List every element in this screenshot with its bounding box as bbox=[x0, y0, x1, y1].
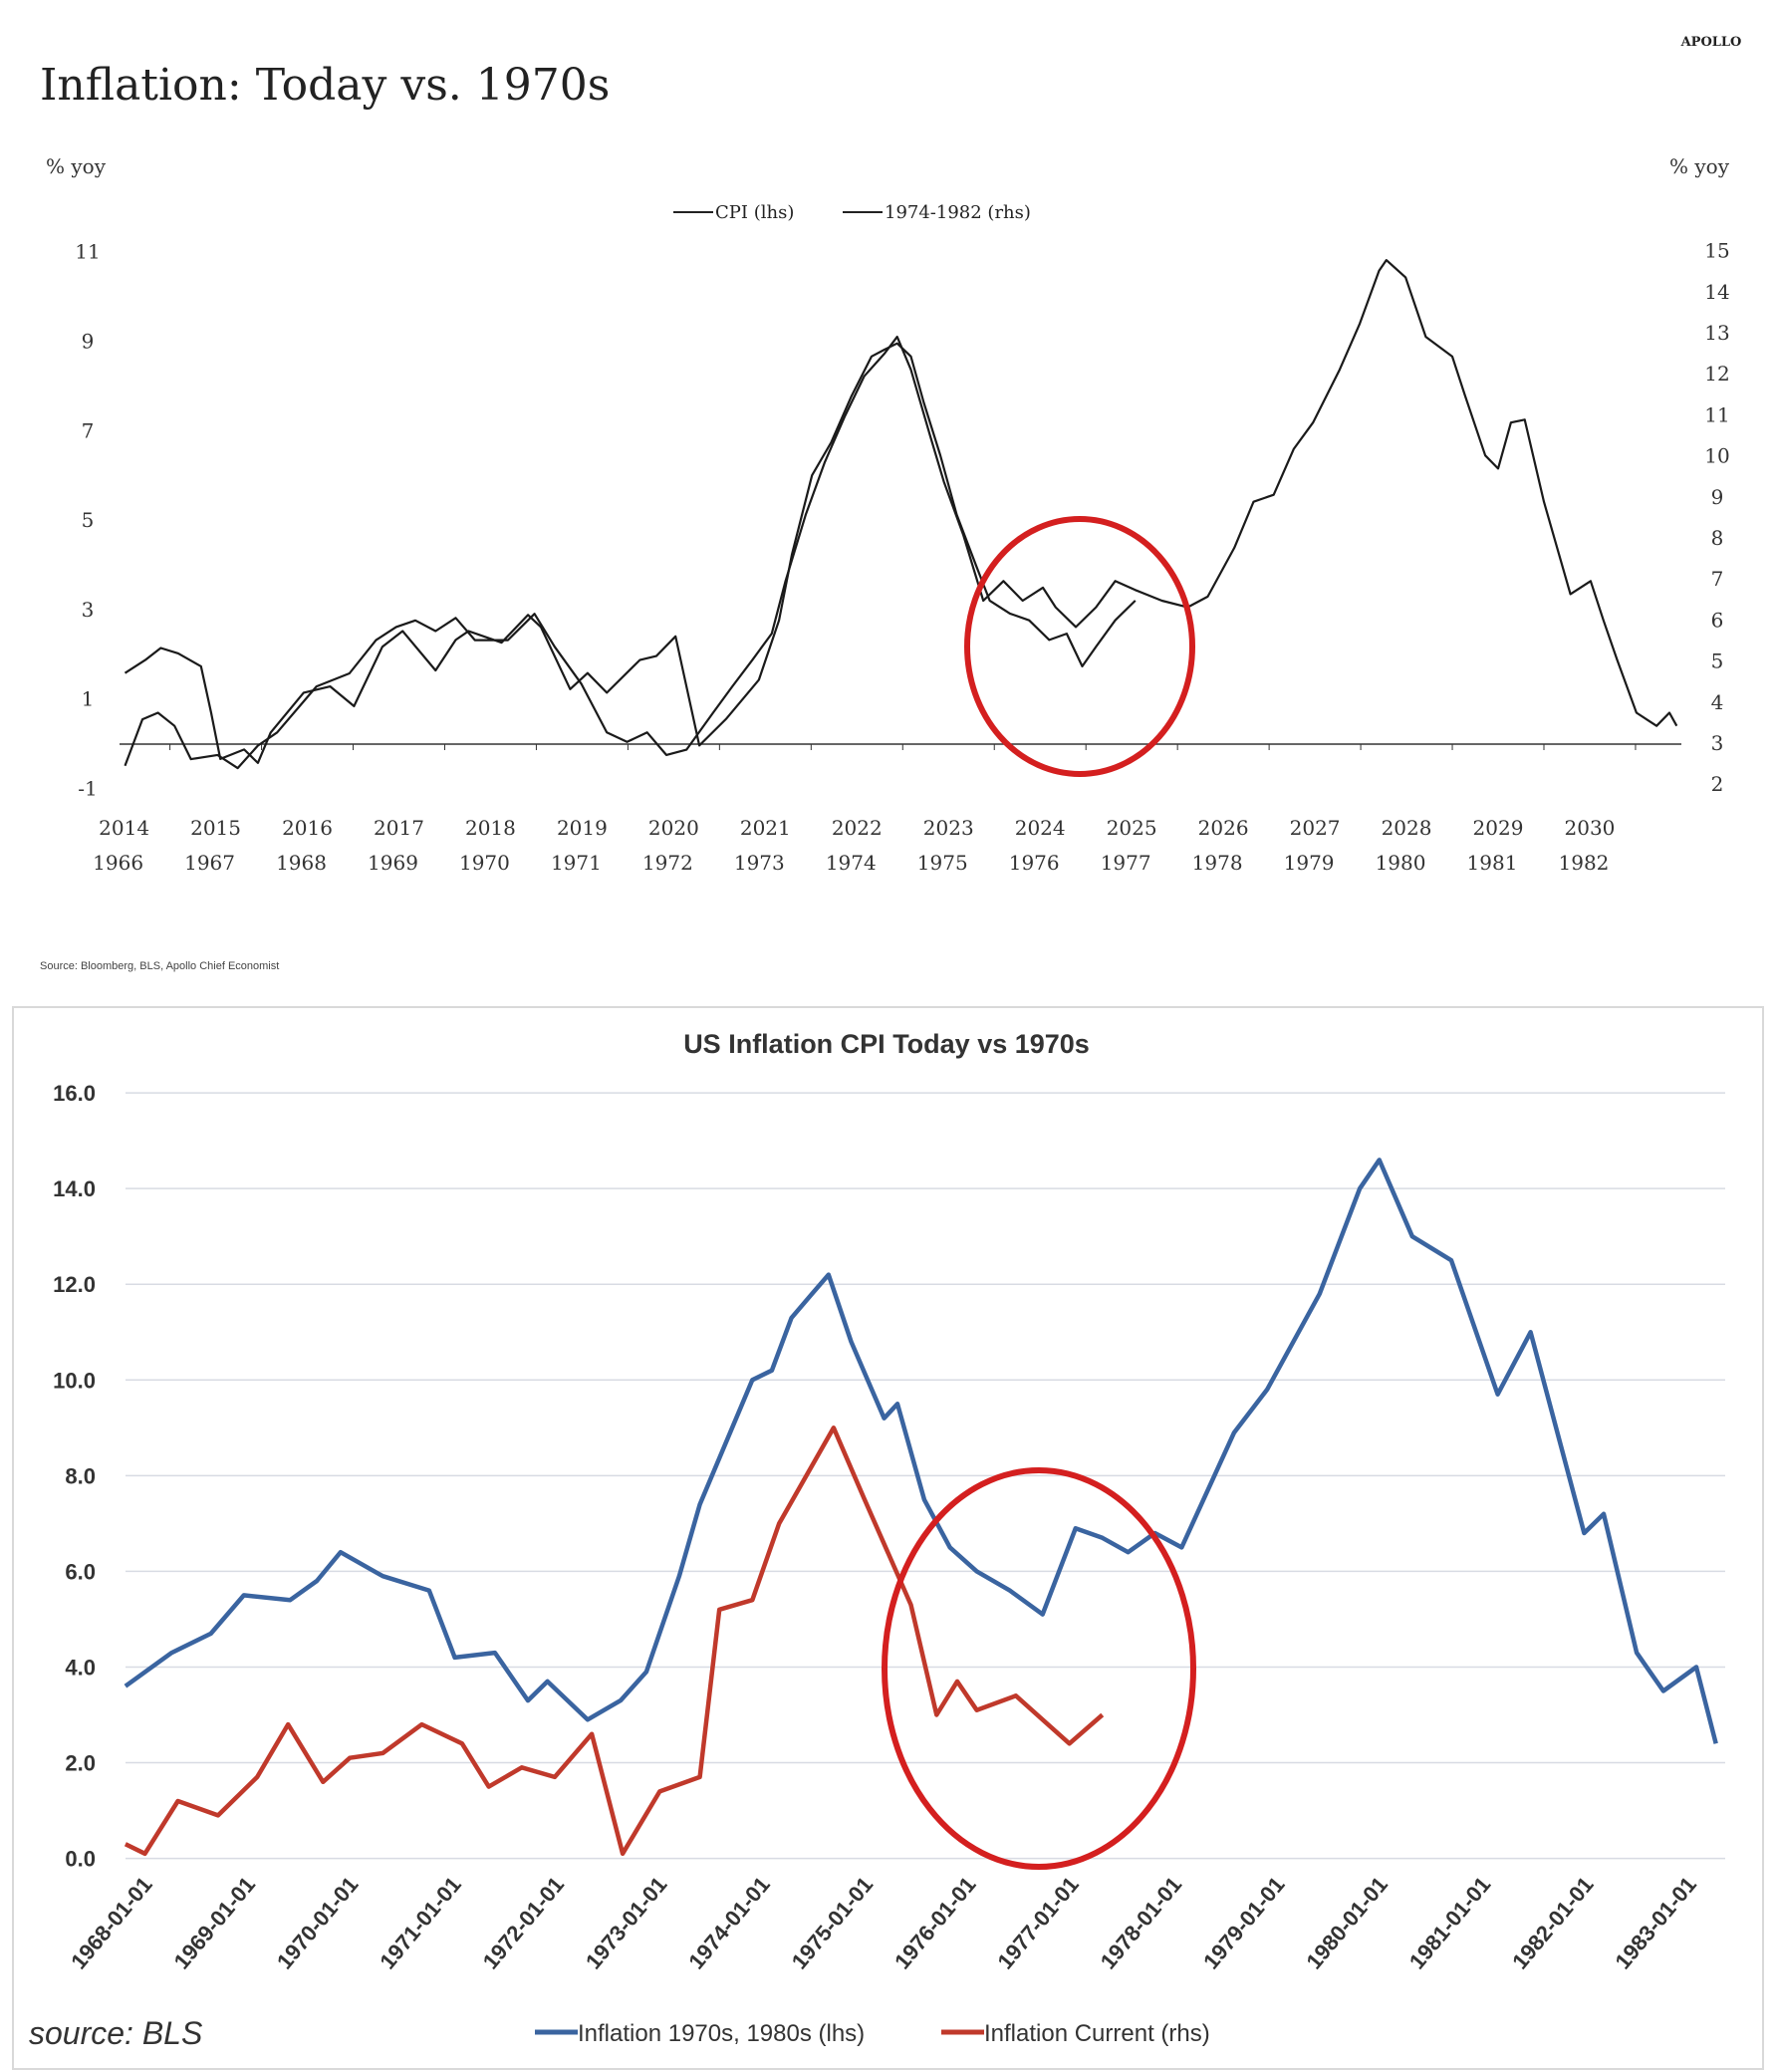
x-tick-label-top: 2030 bbox=[1565, 816, 1616, 840]
y-tick-label-right: 3 bbox=[1711, 731, 1724, 755]
top-right-axis-label: % yoy bbox=[1669, 154, 1730, 178]
y-tick-label-right: 15 bbox=[1704, 239, 1729, 263]
y-tick-label-right: 2 bbox=[1711, 772, 1724, 796]
y-tick-label-left: 3 bbox=[82, 598, 95, 622]
x-tick-label-bottom: 1982 bbox=[1559, 851, 1610, 875]
y-tick-label: 4.0 bbox=[65, 1655, 96, 1680]
x-tick-label-top: 2023 bbox=[923, 816, 974, 840]
y-tick-label-right: 11 bbox=[1704, 402, 1729, 426]
top-left-axis-label: % yoy bbox=[46, 154, 107, 178]
x-tick-label-bottom: 1973 bbox=[734, 851, 785, 875]
x-tick-label-top: 2015 bbox=[190, 816, 241, 840]
x-tick-label-bottom: 1967 bbox=[184, 851, 235, 875]
x-tick-label-bottom: 1972 bbox=[642, 851, 693, 875]
x-tick-label-bottom: 1974 bbox=[826, 851, 877, 875]
x-tick-label-bottom: 1970 bbox=[459, 851, 510, 875]
legend-label-cpi: CPI (lhs) bbox=[715, 202, 794, 223]
top-legend: CPI (lhs) 1974-1982 (rhs) bbox=[673, 202, 1031, 223]
y-tick-label: 8.0 bbox=[65, 1463, 96, 1488]
y-tick-label-right: 10 bbox=[1704, 444, 1729, 468]
brand-logo: APOLLO bbox=[1680, 35, 1742, 50]
x-tick-label-bottom: 1968 bbox=[276, 851, 327, 875]
y-tick-label-left: 5 bbox=[82, 508, 95, 532]
x-tick-label-top: 2020 bbox=[648, 816, 699, 840]
y-tick-label: 12.0 bbox=[53, 1272, 96, 1297]
y-tick-label: 6.0 bbox=[65, 1559, 96, 1584]
y-tick-label: 2.0 bbox=[65, 1751, 96, 1776]
x-tick-label-bottom: 1977 bbox=[1101, 851, 1151, 875]
bottom-chart: US Inflation CPI Today vs 1970s 16.0 14.0… bbox=[12, 1006, 1764, 2070]
x-tick-label-top: 2026 bbox=[1198, 816, 1249, 840]
top-source-note: Source: Bloomberg, BLS, Apollo Chief Eco… bbox=[40, 960, 279, 972]
y-tick-label-right: 6 bbox=[1711, 608, 1724, 632]
series-line-1970s bbox=[124, 259, 1678, 770]
legend-label-1970s: 1974-1982 (rhs) bbox=[885, 202, 1031, 223]
y-tick-label-right: 9 bbox=[1711, 485, 1724, 509]
x-tick-label-bottom: 1981 bbox=[1467, 851, 1518, 875]
bottom-legend: Inflation 1970s, 1980s (lhs) Inflation C… bbox=[535, 2020, 1210, 2047]
x-tick-label-top: 2017 bbox=[374, 816, 424, 840]
bottom-y-ticks: 16.0 14.0 12.0 10.0 8.0 6.0 4.0 2.0 0.0 bbox=[53, 1081, 96, 1871]
x-tick-label-bottom: 1966 bbox=[93, 851, 143, 875]
y-tick-label-right: 4 bbox=[1711, 690, 1724, 714]
series-line-cpi bbox=[124, 342, 1137, 765]
y-tick-label-left: 7 bbox=[82, 418, 95, 442]
x-tick-label-bottom: 1975 bbox=[917, 851, 968, 875]
y-tick-label-right: 12 bbox=[1704, 362, 1729, 386]
bottom-highlight-circle bbox=[882, 1467, 1196, 1870]
top-highlight-circle bbox=[964, 516, 1195, 777]
top-series bbox=[124, 259, 1678, 770]
x-tick-label-top: 2028 bbox=[1382, 816, 1432, 840]
legend-label-current: Inflation Current (rhs) bbox=[984, 2020, 1210, 2047]
x-tick-label-top: 2021 bbox=[740, 816, 791, 840]
x-tick-label-top: 2025 bbox=[1107, 816, 1157, 840]
bottom-chart-title: US Inflation CPI Today vs 1970s bbox=[683, 1029, 1090, 1059]
y-tick-label-right: 7 bbox=[1711, 567, 1724, 591]
y-tick-label-left: 1 bbox=[82, 687, 95, 711]
x-tick-label-top: 2019 bbox=[557, 816, 608, 840]
y-tick-label: 0.0 bbox=[65, 1847, 96, 1872]
x-tick-label-top: 2016 bbox=[282, 816, 333, 840]
top-left-y-ticks: 11 9 7 5 3 1 -1 bbox=[75, 240, 100, 801]
y-tick-label-left: -1 bbox=[78, 777, 97, 801]
y-tick-label: 14.0 bbox=[53, 1176, 96, 1201]
legend-label-1970s: Inflation 1970s, 1980s (lhs) bbox=[578, 2020, 865, 2047]
x-tick-label-bottom: 1969 bbox=[368, 851, 418, 875]
y-tick-label-left: 9 bbox=[82, 330, 95, 354]
x-tick-label-bottom: 1971 bbox=[551, 851, 602, 875]
x-tick-label-bottom: 1978 bbox=[1192, 851, 1243, 875]
x-tick-label-top: 2018 bbox=[465, 816, 516, 840]
y-tick-label-right: 5 bbox=[1711, 649, 1724, 673]
y-tick-label-right: 8 bbox=[1711, 526, 1724, 550]
x-tick-label-top: 2027 bbox=[1290, 816, 1341, 840]
top-x-ticks: 2014 1966 2015 1967 2016 1968 2017 1969 2018 1970… bbox=[93, 744, 1637, 875]
top-chart: APOLLO Inflation: Today vs. 1970s % yoy … bbox=[40, 35, 1741, 972]
series-line-1970s bbox=[124, 1158, 1718, 1744]
bottom-chart-frame bbox=[12, 1006, 1764, 2070]
x-tick-label-top: 2022 bbox=[832, 816, 883, 840]
x-tick-label-bottom: 1980 bbox=[1376, 851, 1426, 875]
y-tick-label: 10.0 bbox=[53, 1368, 96, 1393]
bottom-series bbox=[124, 1158, 1718, 1857]
top-right-y-ticks: 15 14 13 12 11 10 9 8 7 6 5 4 3 2 bbox=[1704, 239, 1729, 797]
y-tick-label-left: 11 bbox=[75, 240, 100, 264]
x-tick-label-top: 2029 bbox=[1473, 816, 1524, 840]
series-line-current bbox=[124, 1425, 1105, 1857]
x-tick-label-bottom: 1976 bbox=[1009, 851, 1060, 875]
x-tick-label-top: 2024 bbox=[1015, 816, 1066, 840]
bottom-source-note: source: BLS bbox=[29, 2015, 202, 2051]
y-tick-label-right: 13 bbox=[1704, 321, 1729, 345]
y-tick-label: 16.0 bbox=[53, 1081, 96, 1106]
y-tick-label-right: 14 bbox=[1704, 280, 1729, 304]
top-chart-title: Inflation: Today vs. 1970s bbox=[40, 60, 610, 111]
x-tick-label-top: 2014 bbox=[99, 816, 149, 840]
x-tick-label-bottom: 1979 bbox=[1284, 851, 1335, 875]
